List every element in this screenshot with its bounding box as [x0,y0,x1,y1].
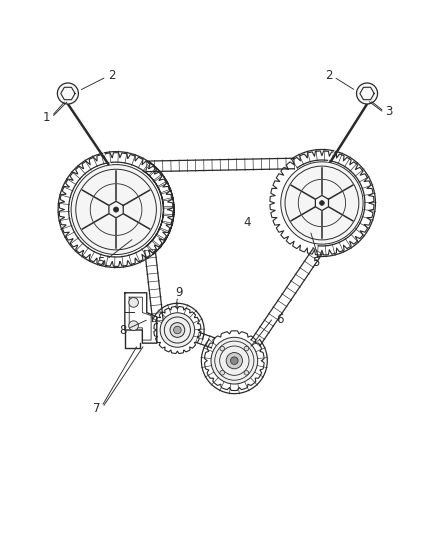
Text: 2: 2 [108,69,116,83]
Circle shape [173,326,181,334]
Circle shape [226,352,243,369]
Text: 3: 3 [385,104,392,117]
Text: 8: 8 [119,324,126,336]
Circle shape [281,162,363,244]
Text: 5: 5 [97,256,104,269]
Text: 2: 2 [325,69,332,83]
Circle shape [244,370,249,375]
Circle shape [129,321,138,330]
Circle shape [211,337,258,384]
Circle shape [170,322,185,337]
Circle shape [160,313,194,348]
Text: 7: 7 [93,402,101,415]
Circle shape [220,370,225,375]
Circle shape [357,83,378,104]
Text: 1: 1 [42,111,50,124]
Circle shape [71,165,161,255]
Circle shape [113,207,119,212]
Circle shape [244,346,249,351]
Circle shape [220,346,225,351]
Circle shape [230,357,238,365]
Circle shape [129,297,138,307]
Text: 6: 6 [276,312,283,326]
Text: 5: 5 [312,256,319,269]
Text: 9: 9 [175,286,183,300]
Text: 4: 4 [244,216,251,229]
Circle shape [320,200,324,205]
Circle shape [57,83,78,104]
